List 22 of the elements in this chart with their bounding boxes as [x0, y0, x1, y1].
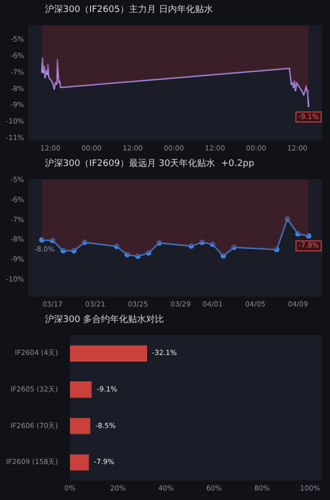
point — [231, 244, 237, 250]
point — [50, 238, 56, 244]
point — [82, 240, 88, 246]
chart-title: 沪深300 多合约年化贴水对比 — [44, 314, 166, 327]
point — [156, 240, 162, 246]
point — [39, 237, 45, 243]
point — [60, 248, 66, 254]
point — [71, 248, 77, 254]
point — [199, 240, 205, 246]
point — [274, 246, 280, 252]
chart-title: 沪深300（IF2609）最远月 30天年化贴水 +0.2pp — [44, 158, 256, 171]
point — [146, 250, 152, 256]
point — [188, 243, 194, 249]
point — [306, 233, 312, 239]
point — [114, 244, 120, 250]
point — [210, 242, 216, 248]
point — [284, 216, 290, 222]
point — [220, 253, 226, 259]
chart-title: 沪深300（IF2605）主力月 日内年化贴水 — [44, 4, 214, 17]
point — [124, 252, 130, 258]
point — [135, 253, 141, 259]
point — [295, 230, 301, 236]
